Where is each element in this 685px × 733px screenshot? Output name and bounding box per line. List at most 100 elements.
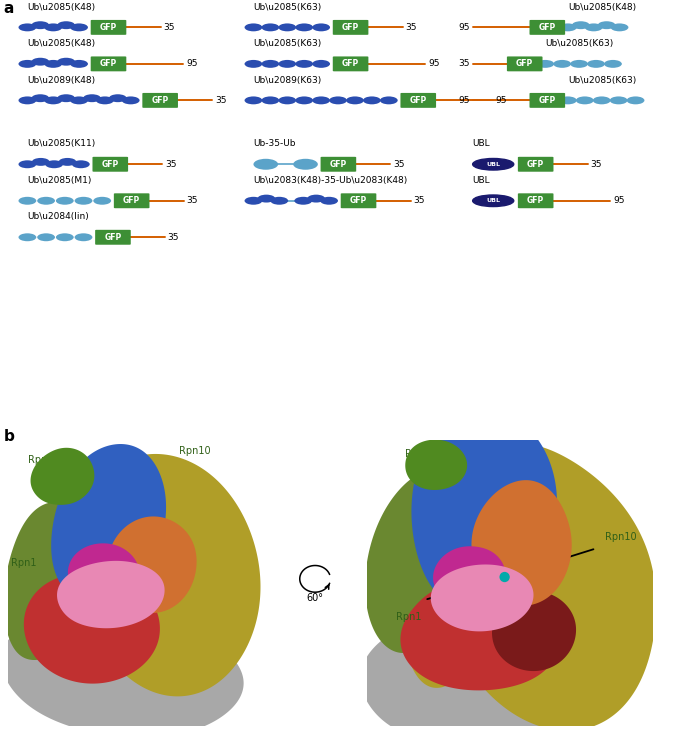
Circle shape <box>329 97 347 104</box>
Polygon shape <box>73 454 260 696</box>
Circle shape <box>245 97 262 104</box>
Text: GFP: GFP <box>104 233 121 242</box>
Text: Ub\u2085(K48): Ub\u2085(K48) <box>568 2 636 12</box>
Circle shape <box>96 97 114 104</box>
Circle shape <box>499 572 510 582</box>
Text: 60°: 60° <box>307 593 323 603</box>
Text: 35: 35 <box>458 59 470 68</box>
Ellipse shape <box>473 195 514 207</box>
Circle shape <box>295 23 313 32</box>
Circle shape <box>32 21 49 29</box>
Circle shape <box>536 60 554 68</box>
Circle shape <box>45 60 62 68</box>
Circle shape <box>278 97 296 104</box>
Circle shape <box>312 97 330 104</box>
Text: 35: 35 <box>393 160 405 169</box>
Polygon shape <box>108 517 197 613</box>
Text: Ub\u2085(K48): Ub\u2085(K48) <box>27 39 95 48</box>
Text: GFP: GFP <box>516 59 534 68</box>
Circle shape <box>295 60 313 68</box>
Circle shape <box>56 233 74 241</box>
Circle shape <box>559 23 577 32</box>
FancyBboxPatch shape <box>530 93 565 108</box>
Circle shape <box>363 97 381 104</box>
Text: Ub-35-Ub: Ub-35-Ub <box>253 139 296 149</box>
Circle shape <box>32 158 49 166</box>
Polygon shape <box>360 603 629 733</box>
Text: a: a <box>3 1 14 16</box>
Text: 95: 95 <box>496 96 507 105</box>
Circle shape <box>32 58 49 66</box>
Circle shape <box>58 21 75 29</box>
FancyBboxPatch shape <box>92 157 128 172</box>
Text: 35: 35 <box>590 160 602 169</box>
Text: Ub\u2089(K48): Ub\u2089(K48) <box>27 75 95 84</box>
Circle shape <box>245 197 262 205</box>
Circle shape <box>37 197 55 205</box>
Text: b: b <box>3 429 14 443</box>
Circle shape <box>245 23 262 32</box>
Text: GFP: GFP <box>151 96 169 105</box>
Circle shape <box>18 97 36 104</box>
Circle shape <box>58 158 76 166</box>
Circle shape <box>271 197 288 205</box>
Circle shape <box>109 95 127 102</box>
Circle shape <box>278 23 296 32</box>
Circle shape <box>253 159 278 170</box>
Polygon shape <box>433 546 506 607</box>
Circle shape <box>587 60 605 68</box>
Circle shape <box>346 97 364 104</box>
Circle shape <box>18 233 36 241</box>
Text: 35: 35 <box>406 23 417 32</box>
Circle shape <box>308 195 325 202</box>
Circle shape <box>610 97 627 104</box>
FancyBboxPatch shape <box>333 56 369 71</box>
Circle shape <box>93 197 111 205</box>
Circle shape <box>553 60 571 68</box>
Circle shape <box>295 197 312 205</box>
Text: 95: 95 <box>613 196 625 205</box>
Text: GFP: GFP <box>100 59 117 68</box>
Text: GFP: GFP <box>350 196 367 205</box>
FancyBboxPatch shape <box>321 157 356 172</box>
Circle shape <box>72 161 90 168</box>
Polygon shape <box>438 443 656 731</box>
Circle shape <box>312 23 330 32</box>
Text: GFP: GFP <box>538 23 556 32</box>
Circle shape <box>258 195 275 202</box>
FancyBboxPatch shape <box>530 20 565 35</box>
Circle shape <box>585 23 603 32</box>
Polygon shape <box>412 410 557 611</box>
Circle shape <box>262 60 279 68</box>
Text: UBL: UBL <box>486 198 500 203</box>
Polygon shape <box>57 561 164 628</box>
Polygon shape <box>431 564 534 631</box>
Circle shape <box>58 95 75 102</box>
Circle shape <box>559 97 577 104</box>
Text: UBL: UBL <box>473 139 490 149</box>
Polygon shape <box>67 575 178 647</box>
Circle shape <box>70 97 88 104</box>
FancyBboxPatch shape <box>401 93 436 108</box>
Text: Ub\u2089(K63): Ub\u2089(K63) <box>253 75 322 84</box>
Polygon shape <box>365 471 462 653</box>
Text: Ub\u2085(M1): Ub\u2085(M1) <box>27 176 92 185</box>
Circle shape <box>58 58 75 66</box>
Circle shape <box>18 60 36 68</box>
Text: GFP: GFP <box>101 160 119 169</box>
Circle shape <box>598 21 616 29</box>
Circle shape <box>56 197 74 205</box>
FancyBboxPatch shape <box>90 20 126 35</box>
Circle shape <box>83 95 101 102</box>
Polygon shape <box>24 574 160 684</box>
Circle shape <box>610 23 628 32</box>
Circle shape <box>278 60 296 68</box>
Circle shape <box>45 23 62 32</box>
Polygon shape <box>68 543 140 605</box>
Circle shape <box>627 97 645 104</box>
FancyBboxPatch shape <box>95 230 131 245</box>
Text: GFP: GFP <box>123 196 140 205</box>
Circle shape <box>295 97 313 104</box>
Circle shape <box>572 21 590 29</box>
Circle shape <box>262 23 279 32</box>
